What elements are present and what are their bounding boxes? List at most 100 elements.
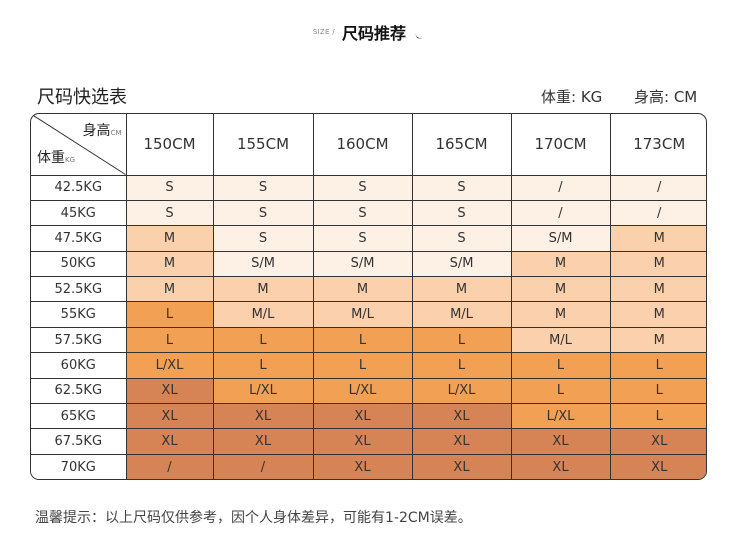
size-cell: S/M: [411, 250, 512, 278]
corner-weight-label: 体重KG: [37, 149, 76, 166]
size-cell: L: [212, 326, 314, 354]
weight-cell: 45KG: [31, 199, 127, 227]
pen-mark-icon: [414, 25, 423, 44]
size-cell: XL: [312, 403, 413, 430]
size-cell: S: [212, 225, 314, 252]
size-cell: M: [510, 250, 611, 278]
table-row: 62.5KG XL L/XL L/XL L/XL L L: [31, 377, 706, 405]
size-cell: S: [312, 174, 413, 201]
size-cell: M/L: [411, 301, 512, 328]
table-row: 57.5KG L L L L M/L M: [31, 326, 706, 354]
size-cell: XL: [411, 428, 512, 455]
size-cell: S: [411, 225, 512, 252]
size-cell: /: [212, 453, 314, 479]
column-header: 155CM: [212, 114, 314, 176]
size-cell: M: [212, 276, 314, 303]
size-cell: L/XL: [510, 403, 611, 430]
size-cell: M/L: [510, 326, 611, 354]
size-cell: L/XL: [125, 352, 214, 379]
size-cell: S: [212, 174, 314, 201]
weight-cell: 57.5KG: [31, 326, 127, 354]
column-header: 160CM: [312, 114, 413, 176]
table-body: 42.5KG S S S S //45KG S S S S //47.5KG M S S S S/M M 50KG…: [31, 174, 706, 479]
table-row: 65KG XL XL XL XL L/XL L: [31, 403, 706, 430]
size-cell: XL: [609, 428, 706, 455]
size-cell: L: [411, 352, 512, 379]
size-cell: M: [125, 276, 214, 303]
size-cell: M: [609, 326, 706, 354]
size-cell: L/XL: [411, 377, 512, 405]
column-header: 150CM: [125, 114, 214, 176]
size-cell: XL: [411, 403, 512, 430]
size-cell: M: [510, 276, 611, 303]
size-cell: XL: [125, 403, 214, 430]
size-cell: L: [609, 377, 706, 405]
table-row: 70KG / / XL XL XL XL: [31, 453, 706, 479]
size-cell: S: [312, 199, 413, 227]
size-cell: S: [411, 174, 512, 201]
size-cell: M: [510, 301, 611, 328]
size-cell: L: [125, 326, 214, 354]
size-cell: /: [609, 199, 706, 227]
size-cell: M: [411, 276, 512, 303]
size-cell: M: [609, 276, 706, 303]
size-cell: M: [609, 301, 706, 328]
weight-cell: 70KG: [31, 453, 127, 479]
size-cell: M: [125, 250, 214, 278]
weight-cell: 55KG: [31, 301, 127, 328]
weight-cell: 67.5KG: [31, 428, 127, 455]
size-cell: M: [312, 276, 413, 303]
weight-cell: 42.5KG: [31, 174, 127, 201]
page-title: 尺码推荐: [342, 24, 407, 43]
size-cell: L: [312, 352, 413, 379]
size-cell: L: [212, 352, 314, 379]
column-header: 170CM: [510, 114, 611, 176]
size-label: SIZE /: [312, 28, 335, 36]
size-cell: XL: [312, 453, 413, 479]
table-row: 50KG M S/M S/M S/M M M: [31, 250, 706, 278]
table-row: 55KG L M/L M/L M/L M M: [31, 301, 706, 328]
weight-cell: 65KG: [31, 403, 127, 430]
size-cell: XL: [510, 453, 611, 479]
size-cell: XL: [312, 428, 413, 455]
table-row: 45KG S S S S / /: [31, 199, 706, 227]
size-table: 身高CM 体重KG 150CM 155CM 160CM 165CM 170CM …: [31, 114, 706, 479]
height-unit-label: 身高: CM: [634, 88, 698, 106]
diagonal-line: [31, 114, 126, 175]
size-header: SIZE / 尺码推荐: [0, 20, 736, 44]
size-cell: XL: [510, 428, 611, 455]
table-row: 47.5KG M S S S S/M M: [31, 225, 706, 252]
size-cell: L: [125, 301, 214, 328]
size-cell: L/XL: [312, 377, 413, 405]
size-cell: S: [411, 199, 512, 227]
size-cell: M/L: [212, 301, 314, 328]
size-cell: S: [125, 199, 214, 227]
table-row: 52.5KG M M M M M M: [31, 276, 706, 303]
size-cell: L/XL: [212, 377, 314, 405]
weight-cell: 50KG: [31, 250, 127, 278]
corner-height-label: 身高CM: [82, 123, 122, 139]
column-header: 165CM: [411, 114, 512, 176]
weight-cell: 62.5KG: [31, 377, 127, 405]
size-cell: L: [609, 352, 706, 379]
size-cell: /: [510, 199, 611, 227]
table-row: 60KG L/XL L L L L L: [31, 352, 706, 379]
size-cell: S: [312, 225, 413, 252]
size-cell: /: [125, 453, 214, 479]
size-table-frame: 身高CM 体重KG 150CM 155CM 160CM 165CM 170CM …: [30, 113, 707, 480]
table-row: 42.5KG S S S S / /: [31, 174, 706, 201]
size-cell: M: [609, 225, 706, 252]
size-cell: L: [312, 326, 413, 354]
size-cell: S: [212, 199, 314, 227]
size-cell: XL: [212, 428, 314, 455]
size-cell: XL: [212, 403, 314, 430]
table-row: 67.5KG XL XL XL XL XL XL: [31, 428, 706, 455]
weight-cell: 52.5KG: [31, 276, 127, 303]
size-cell: S/M: [510, 225, 611, 252]
column-header: 173CM: [609, 114, 706, 176]
size-cell: S: [125, 174, 214, 201]
size-cell: M/L: [312, 301, 413, 328]
size-cell: L: [609, 403, 706, 430]
size-cell: XL: [125, 377, 214, 405]
size-cell: M: [609, 250, 706, 278]
